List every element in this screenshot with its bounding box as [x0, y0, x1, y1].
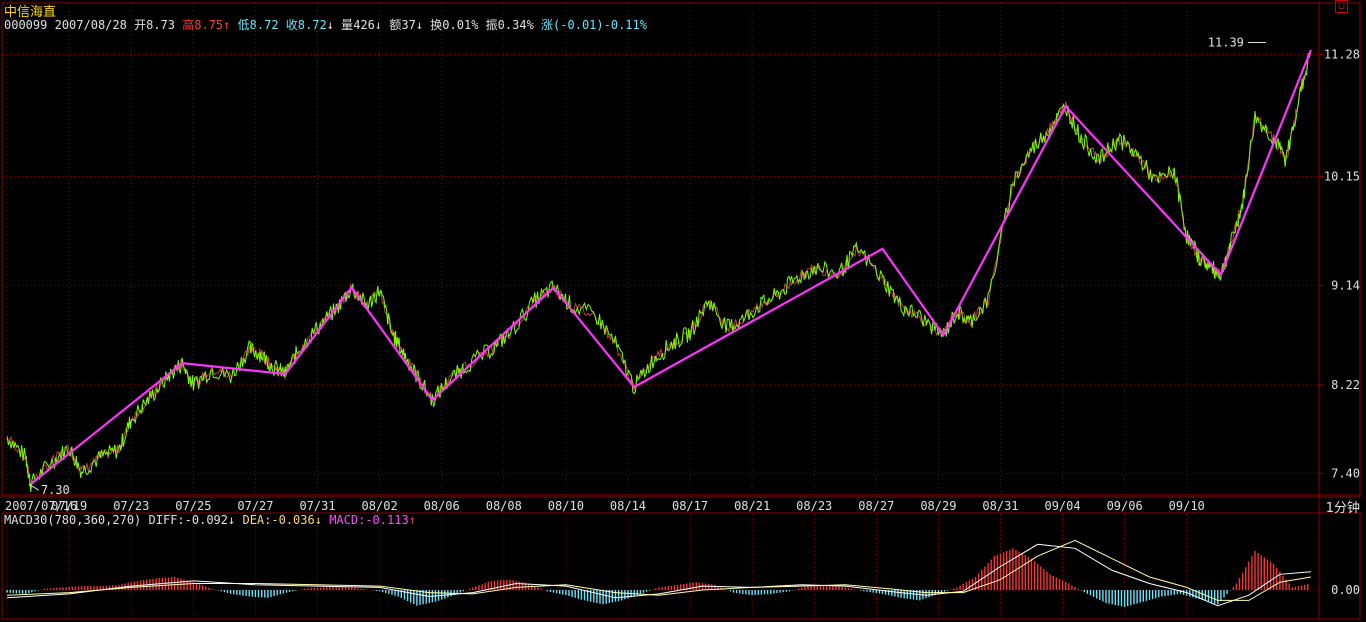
- date-tick-label: 08/21: [734, 499, 770, 513]
- macd-header: MACD30(780,360,270) DIFF:-0.092↓ DEA:-0.…: [4, 513, 416, 527]
- date-tick-label: 08/27: [858, 499, 894, 513]
- price-frame: [1, 2, 1361, 498]
- amplitude-value: 0.34%: [497, 18, 534, 32]
- date-tick-label: 08/23: [796, 499, 832, 513]
- quote-date: 2007/08/28: [54, 18, 127, 32]
- close-icon[interactable]: □: [1335, 0, 1348, 13]
- annotation-leader: [28, 483, 40, 491]
- quote-row: 000099 2007/08/28 开8.73 高8.75↑ 低8.72 收8.…: [4, 16, 647, 33]
- close-arrow-icon: ↓: [326, 18, 334, 32]
- turnover-value: 0.01%: [442, 18, 479, 32]
- price-tick-label: 7.40: [1331, 466, 1360, 480]
- amount-value: 37: [401, 18, 416, 32]
- dea-arrow-icon: ↓: [314, 513, 322, 527]
- volume-label: 量: [341, 18, 354, 32]
- stock-name: 中信海直: [4, 5, 57, 20]
- price-tick-label: 8.22: [1331, 378, 1360, 392]
- price-y-axis: 11.28 10.15 9.14 8.22 7.40 0.00: [1319, 47, 1360, 597]
- high-value: 8.75: [194, 18, 224, 32]
- low-value: 8.72: [249, 18, 279, 32]
- high-annotation: 11.39: [1208, 35, 1244, 49]
- macd-value: -0.113: [365, 513, 409, 527]
- date-tick-label: 08/08: [486, 499, 522, 513]
- date-tick-label: 08/17: [672, 499, 708, 513]
- price-tick-label: 11.28: [1324, 47, 1360, 61]
- low-annotation: 7.30: [41, 483, 70, 497]
- date-tick-label: 09/06: [1107, 499, 1143, 513]
- title-row: 中信海直: [4, 1, 56, 20]
- diff-arrow-icon: ↓: [228, 513, 236, 527]
- volume-value: 426: [353, 18, 375, 32]
- amplitude-label: 振: [485, 18, 498, 32]
- date-tick-label: 07/23: [113, 499, 149, 513]
- date-tick-label: 07/31: [299, 499, 335, 513]
- date-tick-label: 08/31: [982, 499, 1018, 513]
- stock-code: 000099: [4, 18, 48, 32]
- high-label: 高: [182, 18, 195, 32]
- macd-arrow-icon: ↑: [408, 513, 416, 527]
- date-tick-label: 08/06: [424, 499, 460, 513]
- date-tick-label: 2007/07/16: [5, 499, 77, 513]
- date-tick-label: 08/14: [610, 499, 646, 513]
- open-value: 8.73: [146, 18, 175, 32]
- macd-tick-label: 0.00: [1331, 583, 1360, 597]
- date-tick-label: 09/10: [1169, 499, 1205, 513]
- price-tick-label: 9.14: [1331, 278, 1360, 292]
- date-tick-label: 07/19: [51, 499, 87, 513]
- zigzag-line: [30, 49, 1312, 486]
- date-tick-label: 09/04: [1044, 499, 1080, 513]
- diff-line: [7, 543, 1311, 607]
- volume-arrow-icon: ↓: [374, 18, 383, 32]
- amount-label: 额: [389, 18, 402, 32]
- price-line: [6, 49, 1312, 493]
- diff-label: DIFF:: [148, 513, 185, 527]
- date-tick-label: 07/27: [237, 499, 273, 513]
- price-tick-label: 10.15: [1324, 169, 1360, 183]
- dea-value: -0.036: [271, 513, 315, 527]
- close-value: 8.72: [297, 18, 327, 32]
- date-tick-label: 07/25: [175, 499, 211, 513]
- annotations: 7.30 11.39: [28, 35, 1266, 497]
- amount-arrow-icon: ↓: [415, 18, 424, 32]
- diff-value: -0.092: [184, 513, 228, 527]
- date-tick-label: 08/29: [920, 499, 956, 513]
- change-label: 涨: [541, 18, 554, 32]
- open-label: 开: [134, 18, 147, 32]
- dea-label: DEA:: [242, 513, 272, 527]
- period-label[interactable]: 1分钟: [1325, 501, 1360, 516]
- macd-name: MACD30(780,360,270): [4, 513, 142, 527]
- zigzag-series: [30, 49, 1312, 486]
- macd-label: MACD:: [329, 513, 366, 527]
- price-series: [6, 49, 1312, 493]
- dea-line: [7, 539, 1311, 601]
- low-label: 低: [237, 18, 250, 32]
- date-tick-label: 08/10: [548, 499, 584, 513]
- high-arrow-icon: ↑: [223, 18, 231, 32]
- turnover-label: 换: [430, 18, 443, 32]
- macd-frame: [1, 512, 1361, 620]
- price-noise-line: [6, 52, 1311, 487]
- macd-chart: [6, 539, 1311, 607]
- change-value: (-0.01)-0.11%: [553, 18, 647, 32]
- date-tick-label: 08/02: [362, 499, 398, 513]
- close-label: 收: [285, 18, 298, 32]
